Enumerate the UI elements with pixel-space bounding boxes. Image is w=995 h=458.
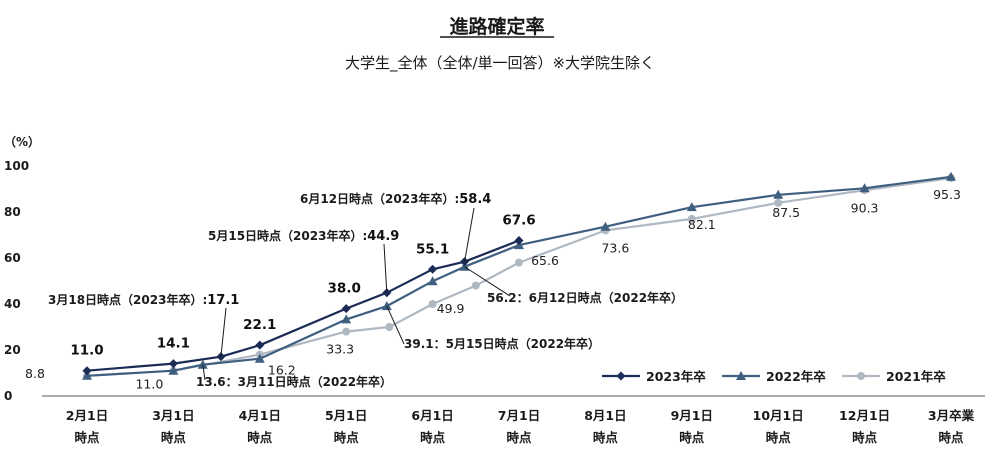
data-label: 38.0 <box>328 281 361 297</box>
legend-item-0: 2023年卒 <box>602 369 706 384</box>
annotation-value-2023-mar18: 17.1 <box>207 293 239 308</box>
x-tick-label: 7月1日時点 <box>498 408 540 445</box>
data-point <box>687 214 696 223</box>
chart-subtitle: 大学生_全体（全体/単一回答）※大学院生除く <box>345 54 655 73</box>
annotation-value-2023-may15: 44.9 <box>367 229 399 244</box>
x-tick-label: 2月1日時点 <box>66 408 108 445</box>
data-point <box>254 353 265 363</box>
x-tick-label: 9月1日時点 <box>671 408 713 445</box>
axes: 0 20 40 60 80 100 2月1日時点 3月1日時点 4月1日時点 5月1日時点 6月1日… <box>4 159 985 445</box>
legend-item-1: 2022年卒 <box>722 369 826 384</box>
data-label: 11.0 <box>135 377 163 392</box>
data-labels: 11.0 14.1 22.1 38.0 55.1 67.6 8.8 11.0 16.2 33.3 4… <box>25 187 961 392</box>
annotation-leader <box>464 266 511 297</box>
data-label: 33.3 <box>326 341 354 356</box>
x-tick-label: 10月1日時点 <box>753 408 804 445</box>
annotation-leader <box>386 305 405 345</box>
legend-marker <box>857 372 865 380</box>
data-point <box>255 340 265 350</box>
data-point <box>471 281 480 290</box>
data-label: 67.6 <box>502 213 535 229</box>
data-point <box>381 301 392 311</box>
y-axis-unit: （%） <box>4 134 40 149</box>
data-point <box>341 304 351 314</box>
annotation-leader <box>220 307 227 357</box>
y-tick-label: 40 <box>4 297 21 311</box>
data-point <box>82 370 92 380</box>
y-tick-label: 60 <box>4 251 21 265</box>
data-point <box>428 300 437 308</box>
data-point <box>341 314 352 324</box>
legend-item-2: 2021年卒 <box>842 369 946 384</box>
annotation-value-2023-jun12: 58.4 <box>459 192 491 207</box>
data-point <box>946 171 956 181</box>
data-point <box>514 236 524 246</box>
data-label: 8.8 <box>25 366 45 381</box>
data-point <box>168 359 178 369</box>
x-tick-label: 6月1日時点 <box>411 408 453 445</box>
data-label: 95.3 <box>933 187 961 202</box>
data-point <box>427 276 438 286</box>
x-tick-label: 4月1日時点 <box>239 408 281 445</box>
series-1 <box>82 171 956 380</box>
x-tick-label: 3月卒業時点 <box>928 408 975 445</box>
data-point <box>600 221 611 231</box>
data-point <box>773 189 784 199</box>
data-label: 87.5 <box>772 205 800 220</box>
annotation-2023-mar18: 3月18日時点（2023年卒）:17.1 <box>48 292 239 308</box>
data-point <box>385 323 394 331</box>
legend-label: 2022年卒 <box>766 369 826 384</box>
annotation-2022-jun12: 56.2：6月12日時点（2022年卒） <box>487 290 683 305</box>
series-0 <box>82 236 524 376</box>
leader-lines <box>202 207 511 381</box>
legend-marker <box>616 371 626 381</box>
y-tick-label: 100 <box>4 159 29 173</box>
data-point <box>168 365 179 375</box>
data-point <box>686 202 697 212</box>
x-tick-label: 5月1日時点 <box>325 408 367 445</box>
legend-label: 2021年卒 <box>886 369 946 384</box>
data-label: 73.6 <box>601 241 629 256</box>
chart-title: 進路確定率 <box>449 15 544 38</box>
series-line <box>86 175 952 377</box>
x-tick-label: 8月1日時点 <box>584 408 626 445</box>
annotations: 3月18日時点（2023年卒）:17.1 5月15日時点（2023年卒）:44.… <box>48 191 683 389</box>
data-label: 90.3 <box>851 200 879 215</box>
y-tick-label: 80 <box>4 205 21 219</box>
series-lines <box>82 171 956 380</box>
data-point <box>774 198 783 207</box>
y-tick-label: 20 <box>4 343 21 357</box>
data-label: 22.1 <box>243 317 276 333</box>
data-label: 11.0 <box>70 343 103 359</box>
legend-label: 2023年卒 <box>646 369 706 384</box>
data-label: 14.1 <box>157 336 190 352</box>
annotation-2023-may15: 5月15日時点（2023年卒）:44.9 <box>208 228 399 244</box>
data-label: 16.2 <box>268 363 296 378</box>
data-point <box>342 327 351 336</box>
x-tick-label: 12月1日時点 <box>839 408 890 445</box>
x-tick-label: 3月1日時点 <box>152 408 194 445</box>
y-tick-label: 0 <box>4 389 12 403</box>
annotation-2023-jun12: 6月12日時点（2023年卒）:58.4 <box>300 191 491 207</box>
data-label: 55.1 <box>416 241 449 257</box>
data-label: 82.1 <box>688 217 716 232</box>
annotation-2022-mar11: 13.6：3月11日時点（2022年卒） <box>196 374 392 389</box>
annotation-leader <box>202 364 206 381</box>
legend-marker <box>736 371 746 380</box>
annotation-2022-may15: 39.1：5月15日時点（2022年卒） <box>404 336 600 351</box>
data-point <box>82 366 92 376</box>
annotation-leader <box>383 243 388 293</box>
data-point <box>515 258 523 267</box>
legend: 2023年卒 2022年卒 2021年卒 <box>602 369 946 384</box>
data-label: 65.6 <box>531 253 559 268</box>
data-point <box>197 359 208 369</box>
data-label: 49.9 <box>437 301 465 316</box>
data-point <box>428 264 438 274</box>
data-point <box>859 183 870 193</box>
annotation-leader <box>464 207 475 262</box>
